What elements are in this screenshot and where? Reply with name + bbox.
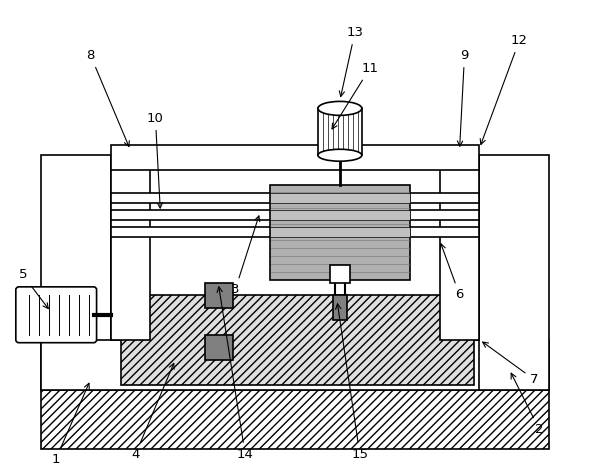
Text: 11: 11 — [332, 62, 378, 129]
Bar — [110, 200, 480, 340]
Bar — [110, 193, 480, 203]
Text: 5: 5 — [18, 268, 48, 309]
Ellipse shape — [318, 101, 362, 115]
Bar — [110, 145, 480, 170]
Bar — [480, 155, 549, 390]
Bar — [270, 193, 409, 203]
Text: 10: 10 — [147, 112, 164, 208]
Bar — [41, 340, 549, 390]
Bar — [110, 210, 480, 220]
Bar — [318, 108, 362, 155]
Bar — [205, 283, 233, 308]
Bar — [270, 210, 409, 220]
Bar — [330, 265, 350, 283]
FancyBboxPatch shape — [16, 287, 97, 342]
Text: 9: 9 — [457, 49, 468, 146]
Text: 6: 6 — [440, 244, 464, 301]
Bar — [120, 295, 474, 385]
Text: 14: 14 — [217, 287, 254, 461]
Bar — [270, 227, 409, 237]
Bar — [41, 390, 549, 449]
Text: 12: 12 — [480, 34, 528, 144]
Bar — [440, 155, 480, 340]
Bar — [41, 155, 110, 390]
Text: 3: 3 — [231, 216, 260, 296]
Text: 4: 4 — [132, 363, 174, 461]
Text: 2: 2 — [511, 373, 543, 436]
Text: 15: 15 — [336, 304, 368, 461]
Text: 1: 1 — [51, 383, 89, 466]
Bar — [270, 185, 409, 280]
Bar — [110, 155, 150, 340]
Bar — [333, 295, 347, 320]
Text: 8: 8 — [86, 49, 129, 147]
Bar — [205, 335, 233, 360]
Ellipse shape — [318, 149, 362, 161]
Text: 13: 13 — [339, 26, 363, 96]
Text: 7: 7 — [483, 342, 539, 386]
Bar — [110, 227, 480, 237]
